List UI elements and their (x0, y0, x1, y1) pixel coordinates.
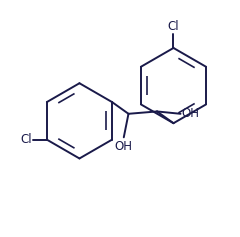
Text: Cl: Cl (20, 133, 32, 146)
Text: OH: OH (182, 107, 200, 120)
Text: OH: OH (115, 140, 133, 153)
Text: Cl: Cl (168, 20, 179, 33)
